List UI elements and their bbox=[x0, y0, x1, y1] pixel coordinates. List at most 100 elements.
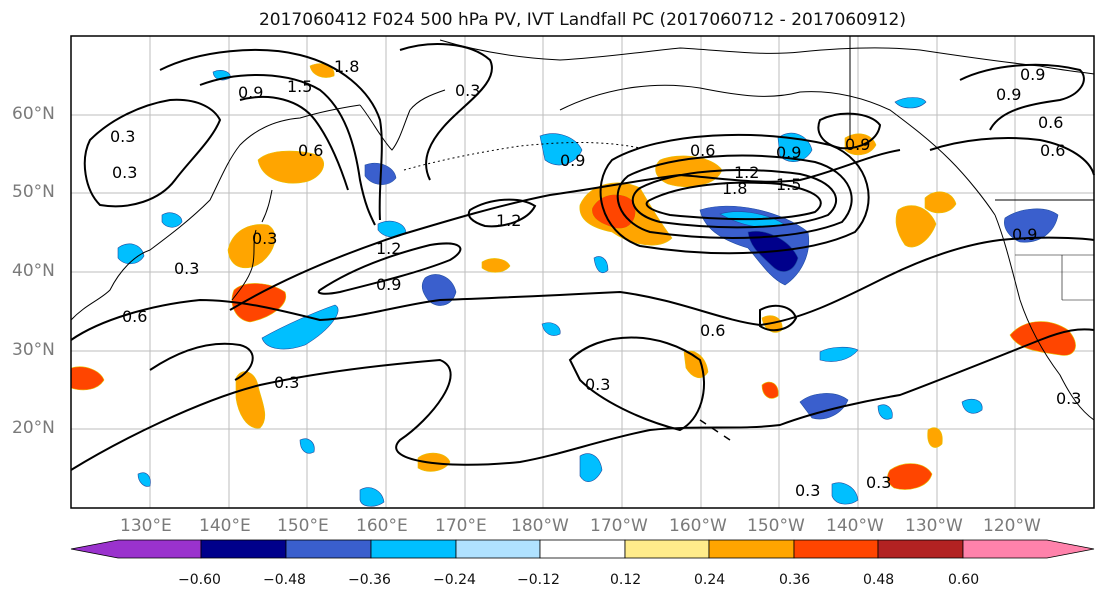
map-border bbox=[70, 35, 1095, 509]
lon-label: 120°W bbox=[983, 516, 1041, 536]
contour-0.6-east bbox=[759, 304, 798, 332]
contour-label: 0.6 bbox=[1040, 141, 1065, 160]
contour-label: 0.3 bbox=[1056, 389, 1081, 408]
shade-pos-gulf-b bbox=[924, 191, 957, 214]
contour-label: 0.3 bbox=[795, 481, 820, 500]
chart-title: 2017060412 F024 500 hPa PV, IVT Landfall… bbox=[258, 10, 906, 30]
colorbar-tick: 0.36 bbox=[779, 572, 811, 588]
shade-pos-japan-a bbox=[227, 224, 276, 269]
shade-pos-small-2 bbox=[309, 63, 335, 78]
shade-neg-small-7 bbox=[299, 438, 315, 454]
shade-neg-small-8 bbox=[359, 487, 385, 507]
lon-label: 130°E bbox=[120, 516, 172, 536]
shade-neg-okhotsk bbox=[539, 133, 583, 166]
shade-neg-sub-d bbox=[831, 482, 859, 505]
shade-pos-small-4 bbox=[927, 427, 943, 448]
coast-aleutians bbox=[403, 142, 641, 171]
contour-east-b bbox=[929, 137, 1095, 176]
contour-label: 0.9 bbox=[238, 83, 263, 102]
contour-label: 1.5 bbox=[776, 175, 801, 194]
contour-label: 1.2 bbox=[734, 163, 759, 182]
contour-nw-lobe-2 bbox=[199, 74, 376, 226]
lat-label: 40°N bbox=[12, 261, 55, 281]
coast-alaska bbox=[559, 84, 996, 216]
colorbar-tick: 0.48 bbox=[863, 572, 895, 588]
shade-pos-small-1 bbox=[481, 258, 511, 273]
contour-label: 0.3 bbox=[455, 81, 480, 100]
shade-neg-small-1 bbox=[117, 243, 145, 265]
contour-1.2-loop bbox=[317, 242, 462, 295]
colorbar-seg-4 bbox=[455, 539, 541, 559]
lon-label: 160°W bbox=[669, 516, 727, 536]
lat-label: 60°N bbox=[12, 104, 55, 124]
contour-low-1.8 bbox=[645, 181, 822, 221]
shade-neg-sub-e bbox=[377, 220, 407, 238]
shade-pos-sea-of-okhotsk bbox=[257, 150, 324, 184]
contour-label: 0.9 bbox=[560, 151, 585, 170]
contour-0.9-band bbox=[229, 149, 901, 311]
shade-neg-sub-c bbox=[579, 453, 603, 482]
colorbar-seg-5 bbox=[539, 539, 626, 559]
lon-label: 170°E bbox=[435, 516, 487, 536]
contour-label: 0.6 bbox=[1038, 113, 1063, 132]
contour-label: 1.2 bbox=[376, 239, 401, 258]
contour-low-1.5 bbox=[631, 169, 838, 229]
contour-0.3-loop bbox=[568, 336, 705, 432]
lon-label: 180°W bbox=[511, 516, 569, 536]
colorbar-tick: −0.48 bbox=[263, 572, 306, 588]
contour-nw-lobe-3 bbox=[239, 96, 349, 191]
shade-pos-west-edge bbox=[70, 366, 105, 391]
contour-east-a bbox=[959, 63, 1085, 131]
shade-neg-small-9 bbox=[894, 97, 927, 109]
colorbar-tick: 0.24 bbox=[694, 572, 726, 588]
contour-label: 0.9 bbox=[376, 275, 401, 294]
contour-label: 0.9 bbox=[996, 85, 1021, 104]
contour-label: 1.2 bbox=[496, 211, 521, 230]
contour-label: 0.6 bbox=[700, 321, 725, 340]
coast-kamchatka bbox=[359, 89, 446, 151]
pv-contours bbox=[70, 43, 1095, 471]
lon-label: 160°E bbox=[356, 516, 408, 536]
lat-label: 20°N bbox=[12, 418, 55, 438]
colorbar-seg-3 bbox=[370, 539, 457, 559]
lon-label: 170°W bbox=[590, 516, 648, 536]
contour-label: 0.6 bbox=[122, 307, 147, 326]
shade-neg-mid-a bbox=[421, 274, 457, 306]
colorbar-seg-8 bbox=[793, 539, 879, 559]
contour-nw-lobe bbox=[159, 49, 383, 221]
coast-north-america bbox=[994, 214, 1095, 421]
colorbar-tick: −0.36 bbox=[348, 572, 391, 588]
colorbar-tick: −0.24 bbox=[433, 572, 476, 588]
hawaii-islands bbox=[699, 419, 731, 441]
coast-japan bbox=[231, 189, 273, 301]
colorbar-seg-0 bbox=[70, 539, 202, 559]
contour-label: 0.3 bbox=[112, 163, 137, 182]
contour-label: 1.5 bbox=[287, 77, 312, 96]
contour-0.3-sw bbox=[149, 342, 254, 381]
lon-label: 140°E bbox=[199, 516, 251, 536]
colorbar-seg-7 bbox=[708, 539, 795, 559]
contour-1.2-nw bbox=[467, 198, 537, 228]
contour-label: 0.9 bbox=[1012, 225, 1037, 244]
contour-low-1.2 bbox=[616, 154, 853, 239]
shade-neg-sub-a bbox=[799, 393, 849, 420]
contour-label: 0.3 bbox=[274, 373, 299, 392]
coast-arctic bbox=[439, 39, 1095, 75]
contour-0.3-south bbox=[70, 328, 1095, 471]
shade-pos-alaska bbox=[844, 133, 877, 156]
contour-label: 0.6 bbox=[690, 141, 715, 160]
negative-anomaly-shading bbox=[117, 70, 1059, 507]
shade-neg-small-5 bbox=[877, 404, 893, 420]
contour-label: 0.3 bbox=[585, 375, 610, 394]
shade-pos-gulf bbox=[895, 205, 937, 248]
colorbar-tick: 0.12 bbox=[610, 572, 642, 588]
shade-neg-small-4 bbox=[593, 256, 609, 273]
lon-label: 130°W bbox=[905, 516, 963, 536]
shade-pos-subtrop-e bbox=[761, 381, 779, 399]
lat-label: 30°N bbox=[12, 340, 55, 360]
colorbar-tick: −0.12 bbox=[517, 572, 560, 588]
lon-label: 150°E bbox=[277, 516, 329, 536]
colorbar-seg-6 bbox=[624, 539, 710, 559]
contour-label: 1.8 bbox=[722, 179, 747, 198]
